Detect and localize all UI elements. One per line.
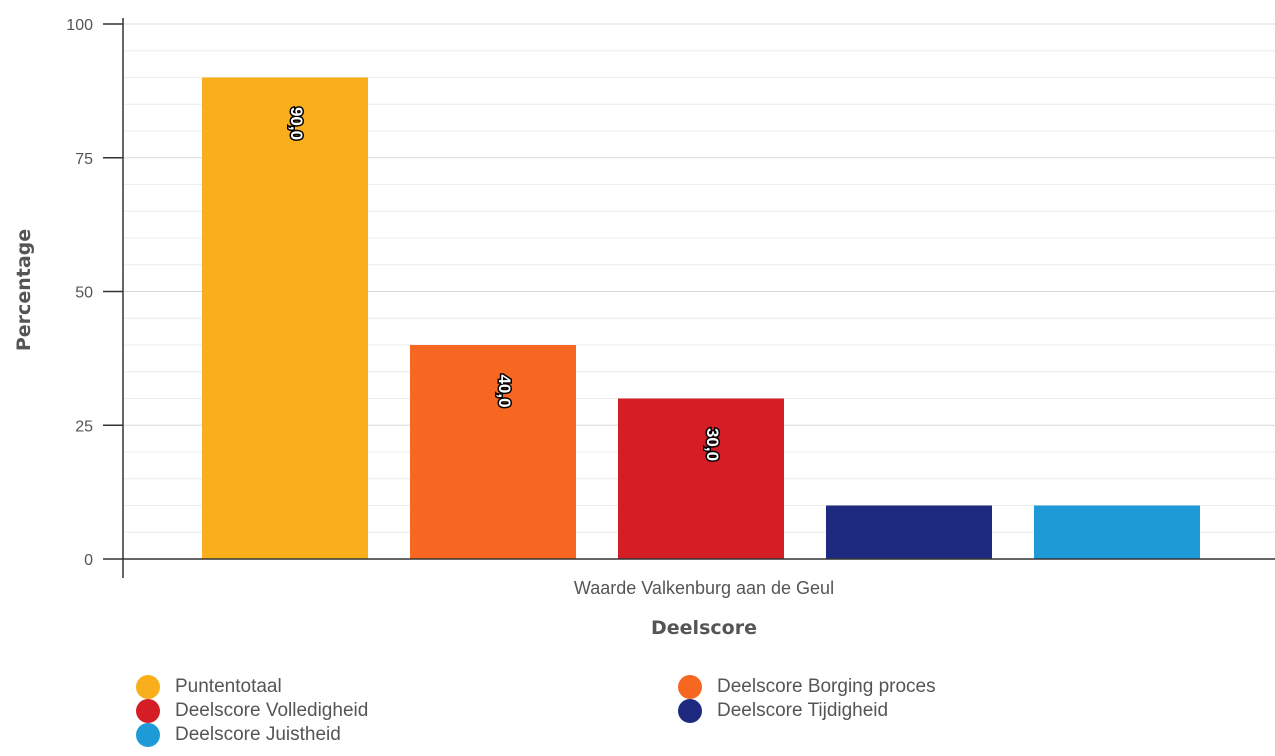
legend-label: Puntentotaal <box>175 676 282 697</box>
legend-marker-icon <box>678 675 702 699</box>
y-axis-title: Percentage <box>13 229 35 351</box>
y-tick-label: 50 <box>75 285 93 302</box>
legend-marker-icon <box>136 675 160 699</box>
bar[interactable] <box>202 77 368 560</box>
legend-label: Deelscore Borging proces <box>717 676 936 697</box>
y-tick-label: 100 <box>66 17 93 34</box>
legend-item[interactable]: Puntentotaal <box>136 675 282 699</box>
bar[interactable] <box>618 398 784 560</box>
x-axis-title: Deelscore <box>651 617 757 639</box>
legend-item[interactable]: Deelscore Volledigheid <box>136 699 369 723</box>
bar-value-label: 30,0 <box>703 428 722 461</box>
y-tick-label: 25 <box>75 418 93 435</box>
legend-marker-icon <box>136 723 160 747</box>
legend-label: Deelscore Tijdigheid <box>717 700 889 721</box>
bar-value-label: 90,0 <box>287 107 306 140</box>
bar-chart: 90,0 40,0 30,0 0 25 50 75 100 Waarde Valkenbur… <box>13 17 1275 639</box>
y-tick-label: 75 <box>75 151 93 168</box>
bars <box>202 77 1200 560</box>
legend-label: Deelscore Volledigheid <box>175 700 369 721</box>
legend-marker-icon <box>136 699 160 723</box>
bar[interactable] <box>1034 505 1200 560</box>
axes: 0 25 50 75 100 <box>66 17 1275 578</box>
legend-item[interactable]: Deelscore Tijdigheid <box>678 699 889 723</box>
y-tick-label: 0 <box>84 552 93 569</box>
data-labels: 90,0 40,0 30,0 <box>286 105 724 462</box>
legend-marker-icon <box>678 699 702 723</box>
bar-value-label: 40,0 <box>495 374 514 407</box>
bar[interactable] <box>410 345 576 559</box>
legend-item[interactable]: Deelscore Borging proces <box>678 675 936 699</box>
legend-item[interactable]: Deelscore Juistheid <box>136 723 341 747</box>
category-label: Waarde Valkenburg aan de Geul <box>574 578 834 598</box>
bar[interactable] <box>826 505 992 560</box>
legend-label: Deelscore Juistheid <box>175 724 341 745</box>
